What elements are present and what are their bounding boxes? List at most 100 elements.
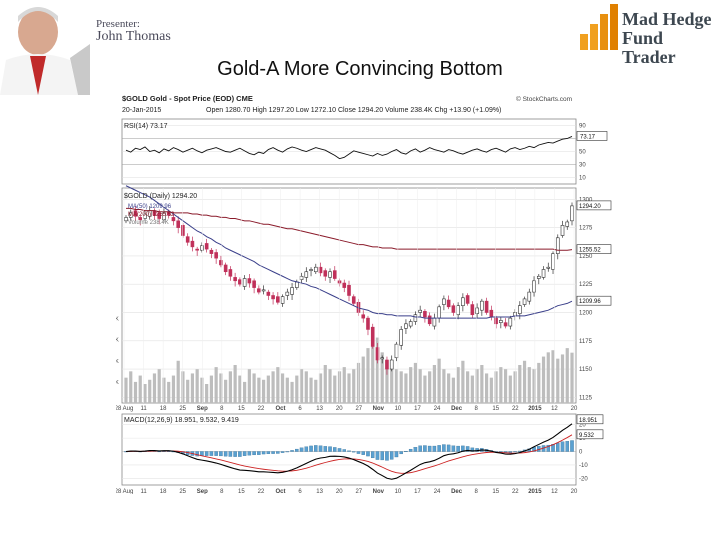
price-x-label: 20 <box>336 406 343 412</box>
volume-bar <box>356 362 361 403</box>
candle-body <box>560 225 565 236</box>
volume-bar <box>304 371 308 403</box>
rsi-line <box>125 136 573 160</box>
candle-body <box>394 343 399 359</box>
price-tick-label: 1250 <box>579 254 593 260</box>
rsi-tick-label: 90 <box>579 124 586 130</box>
macd-histogram-bar <box>570 440 574 452</box>
price-x-label: 24 <box>434 406 441 412</box>
volume-bar <box>399 371 403 403</box>
price-tick-label: 1225 <box>579 282 593 288</box>
macd-tick-label: -20 <box>579 476 588 482</box>
candle-body <box>200 245 204 251</box>
candle-body <box>209 249 214 254</box>
macd-histogram-bar <box>314 445 318 452</box>
candle-body <box>470 304 475 316</box>
ma50-line <box>125 185 573 319</box>
volume-bar <box>176 360 180 403</box>
macd-value-label: 18.951 <box>579 418 598 424</box>
price-value-box <box>576 295 612 306</box>
candle-body <box>536 275 541 279</box>
candle-body <box>442 298 446 305</box>
macd-x-label: 8 <box>220 489 224 494</box>
macd-x-label: 15 <box>238 489 245 494</box>
price-x-label: 8 <box>475 406 479 412</box>
price-x-label: Oct <box>276 406 286 412</box>
volume-bar <box>148 379 152 403</box>
candle-body <box>518 305 522 314</box>
macd-x-label: 8 <box>475 489 479 494</box>
volume-bar <box>266 375 270 403</box>
macd-histogram-bar <box>219 451 223 457</box>
logo-line-2: Fund Trader <box>622 28 676 67</box>
macd-histogram-bar <box>385 451 389 461</box>
logo-text: Mad Hedge Fund Trader <box>622 10 720 67</box>
volume-bar <box>162 377 166 403</box>
candle-body <box>541 269 546 278</box>
price-value-box <box>576 200 612 211</box>
candle-body <box>375 347 380 361</box>
volume-tick-label: 100K <box>116 380 119 386</box>
chart-symbol-line: $GOLD Gold - Spot Price (EOD) CME <box>122 94 253 103</box>
price-x-label: Nov <box>373 406 385 412</box>
volume-bar <box>337 371 342 403</box>
gold-chart: 907050301073.17 130012751250122512001175… <box>116 94 612 494</box>
volume-bar <box>499 367 503 403</box>
volume-bar <box>366 348 370 403</box>
volume-bar <box>186 379 190 403</box>
candle-body <box>404 323 408 329</box>
macd-histogram-bar <box>565 441 570 452</box>
price-x-label: 15 <box>492 406 499 412</box>
candle-body <box>565 221 570 227</box>
candle-body <box>522 298 527 305</box>
volume-bar <box>451 377 455 403</box>
candle-body <box>555 237 560 254</box>
volume-bar <box>219 373 223 403</box>
candle-body <box>276 296 280 303</box>
candle-body <box>389 359 394 370</box>
macd-histogram-bar <box>366 451 370 457</box>
candle-body <box>570 205 574 222</box>
volume-bar <box>323 365 327 403</box>
candle-body <box>418 309 422 313</box>
macd-histogram-bar <box>223 451 228 457</box>
candle-body <box>171 217 176 222</box>
volume-bar <box>484 373 489 403</box>
price-x-label: 13 <box>316 406 323 412</box>
macd-histogram-bar <box>238 451 242 457</box>
candle-body <box>385 359 389 370</box>
volume-bar <box>551 350 555 403</box>
slide-title: Gold-A More Convincing Bottom <box>217 58 503 80</box>
candle-body <box>408 321 413 327</box>
chart-date: 20-Jan-2015 <box>122 107 161 114</box>
candle-body <box>532 280 536 293</box>
rsi-tick-label: 30 <box>579 163 586 169</box>
macd-histogram-bar <box>508 451 513 453</box>
macd-histogram-bar <box>513 451 517 453</box>
presenter-label: Presenter: <box>96 18 140 30</box>
macd-histogram-bar <box>432 445 437 452</box>
candle-body <box>328 271 332 278</box>
candle-body <box>318 266 323 274</box>
candle-body <box>228 269 233 277</box>
price-tick-label: 1175 <box>579 339 593 345</box>
volume-bar <box>171 375 176 403</box>
macd-histogram-bar <box>157 451 161 453</box>
macd-histogram-bar <box>261 451 266 455</box>
volume-bar <box>233 365 237 403</box>
candle-body <box>309 269 313 271</box>
volume-bar <box>328 369 332 403</box>
volume-bar <box>143 384 147 403</box>
volume-bar <box>243 381 247 403</box>
volume-bar <box>518 365 522 403</box>
candle-body <box>252 280 256 288</box>
logo-line-1: Mad Hedge <box>622 9 712 29</box>
macd-x-label: 20 <box>571 489 578 494</box>
candle-body <box>508 317 513 327</box>
volume-bar <box>295 375 299 403</box>
macd-histogram-bar <box>404 451 408 452</box>
candle-body <box>432 317 437 327</box>
volume-bar <box>342 367 346 403</box>
volume-bar <box>537 362 541 403</box>
volume-bar <box>299 369 304 403</box>
